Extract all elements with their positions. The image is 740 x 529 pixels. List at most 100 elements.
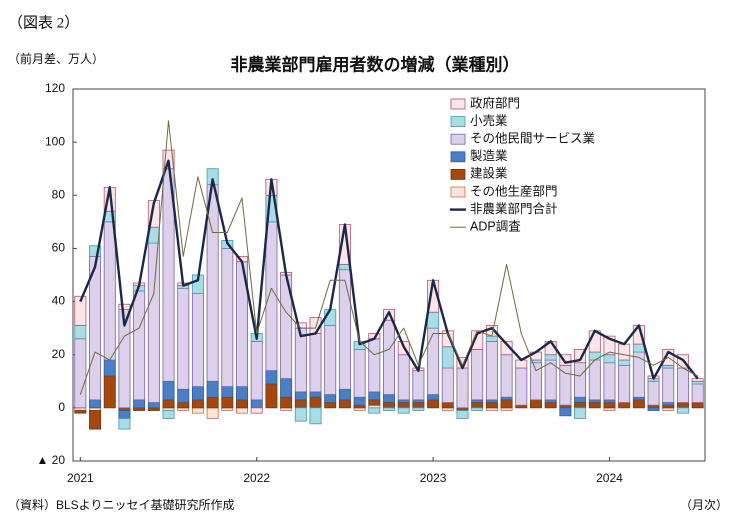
legend-label: ADP調査 xyxy=(470,219,521,233)
bar-segment xyxy=(544,354,557,361)
bar-segment xyxy=(74,295,87,326)
bar-segment xyxy=(309,407,322,425)
x-tick-label: 2022 xyxy=(243,471,270,485)
bar-segment xyxy=(206,380,219,398)
bar-segment xyxy=(618,343,631,361)
bar-segment xyxy=(559,364,572,406)
bar-segment xyxy=(162,410,175,419)
bar-segment xyxy=(515,367,528,406)
bar-segment xyxy=(574,402,587,409)
legend-swatch xyxy=(450,133,466,145)
bar-segment xyxy=(574,396,587,403)
legend-swatch xyxy=(450,168,466,180)
bar-segment xyxy=(294,399,307,409)
bar-segment xyxy=(103,359,116,377)
bar-segment xyxy=(191,399,204,409)
x-tick-label: 2021 xyxy=(67,471,94,485)
bar-segment xyxy=(147,402,160,409)
bar-segment xyxy=(471,348,484,401)
bar-segment xyxy=(632,351,645,398)
bar-segment xyxy=(618,364,631,403)
bar-segment xyxy=(265,221,278,372)
bar-segment xyxy=(147,242,160,403)
bar-segment xyxy=(427,311,440,329)
bar-segment xyxy=(206,396,219,409)
bar-segment xyxy=(456,410,469,419)
bar-segment xyxy=(588,351,601,361)
bar-segment xyxy=(309,396,322,409)
bar-segment xyxy=(309,333,322,393)
bar-segment xyxy=(177,402,190,409)
plot-frame xyxy=(72,88,706,462)
bar-segment xyxy=(485,341,498,401)
bar-segment xyxy=(368,391,381,401)
bar-segment xyxy=(603,402,616,409)
bar-segment xyxy=(177,388,190,403)
bar-segment xyxy=(368,399,381,406)
bar-segment xyxy=(412,407,425,411)
y-tick-label: 20 xyxy=(52,347,66,361)
bar-segment xyxy=(103,375,116,409)
bar-segment xyxy=(368,407,381,414)
bar-segment xyxy=(676,402,689,409)
bar-segment xyxy=(397,402,410,409)
bar-segment xyxy=(441,346,454,369)
legend-swatch xyxy=(450,186,466,198)
bar-segment xyxy=(74,410,87,414)
bar-segment xyxy=(618,359,631,366)
bar-segment xyxy=(559,407,572,417)
bar-segment xyxy=(500,354,513,398)
bar-segment xyxy=(632,399,645,409)
bar-segment xyxy=(221,396,234,409)
bar-segment xyxy=(265,370,278,385)
bar-segment xyxy=(162,399,175,409)
bar-segment xyxy=(603,354,616,364)
bar-segment xyxy=(250,399,263,409)
bar-segment xyxy=(427,399,440,409)
bar-segment xyxy=(133,399,146,409)
y-tick-label: 80 xyxy=(52,187,66,201)
y-tick-label: ▲ 20 xyxy=(36,453,65,467)
bar-segment xyxy=(456,367,469,409)
bar-segment xyxy=(676,367,689,403)
bar-segment xyxy=(574,407,587,419)
bar-segment xyxy=(574,348,587,364)
x-tick-label: 2023 xyxy=(420,471,447,485)
bar-segment xyxy=(236,399,249,409)
bar-segment xyxy=(412,402,425,409)
bar-segment xyxy=(662,367,675,403)
bar-segment xyxy=(691,383,704,403)
bar-segment xyxy=(632,343,645,353)
bar-segment xyxy=(588,359,601,401)
bar-segment xyxy=(383,319,395,395)
x-tick-label: 2024 xyxy=(596,471,623,485)
y-tick-label: 60 xyxy=(52,241,66,255)
bar-segment xyxy=(324,402,337,409)
bar-segment xyxy=(691,402,704,409)
bar-segment xyxy=(544,402,557,409)
bar-segment xyxy=(309,391,322,398)
bar-segment xyxy=(294,407,307,422)
bar-segment xyxy=(206,407,219,419)
bar-segment xyxy=(383,402,395,409)
bar-segment xyxy=(368,338,381,393)
bar-segment xyxy=(89,245,102,257)
bar-segment xyxy=(221,248,234,388)
bar-segment xyxy=(324,394,337,403)
unit-label: （前月差、万人） xyxy=(8,51,104,66)
bar-segment xyxy=(500,341,513,356)
bar-segment xyxy=(603,362,616,401)
bar-segment xyxy=(412,370,425,401)
bar-segment xyxy=(383,407,395,411)
bar-segment xyxy=(353,348,366,398)
bar-segment xyxy=(383,394,395,403)
bar-segment xyxy=(191,407,204,414)
bar-segment xyxy=(676,407,689,414)
bar-segment xyxy=(250,407,263,414)
y-tick-label: 0 xyxy=(58,400,65,414)
series-line xyxy=(79,159,699,380)
y-tick-label: 40 xyxy=(52,294,66,308)
legend-label: 製造業 xyxy=(470,148,508,163)
legend-swatch xyxy=(450,98,466,110)
